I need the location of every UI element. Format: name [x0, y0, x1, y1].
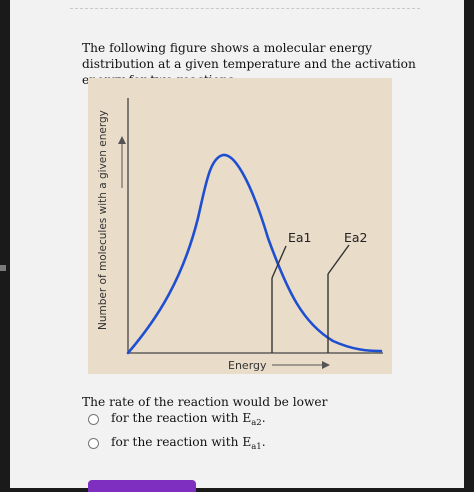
ea2-label: Ea2	[344, 230, 368, 245]
cut-off-text-line	[70, 8, 420, 9]
option-ea1[interactable]: for the reaction with Ea1.	[88, 434, 266, 452]
submit-button[interactable]	[88, 480, 196, 492]
ea1-label: Ea1	[288, 230, 312, 245]
option-ea1-radio[interactable]	[88, 437, 99, 449]
ea2-pointer	[327, 244, 350, 275]
option-ea2[interactable]: for the reaction with Ea2.	[88, 410, 266, 428]
option-ea2-radio[interactable]	[88, 413, 99, 425]
energy-distribution-figure: Ea1 Ea2 Energy Number of molecules with …	[88, 78, 392, 374]
energy-distribution-plot: Ea1 Ea2 Energy Number of molecules with …	[97, 98, 383, 372]
question-page: The following figure shows a molecular e…	[10, 0, 464, 492]
option-ea2-label: for the reaction with Ea2.	[111, 410, 266, 428]
distribution-curve	[126, 153, 383, 355]
option-ea1-label: for the reaction with Ea1.	[111, 434, 266, 452]
y-axis-label: Number of molecules with a given energy	[97, 110, 109, 330]
ea1-pointer	[271, 245, 287, 279]
question-prompt: The rate of the reaction would be lower	[82, 395, 328, 409]
x-axis-label: Energy	[228, 359, 267, 372]
edge-mark	[0, 265, 6, 271]
